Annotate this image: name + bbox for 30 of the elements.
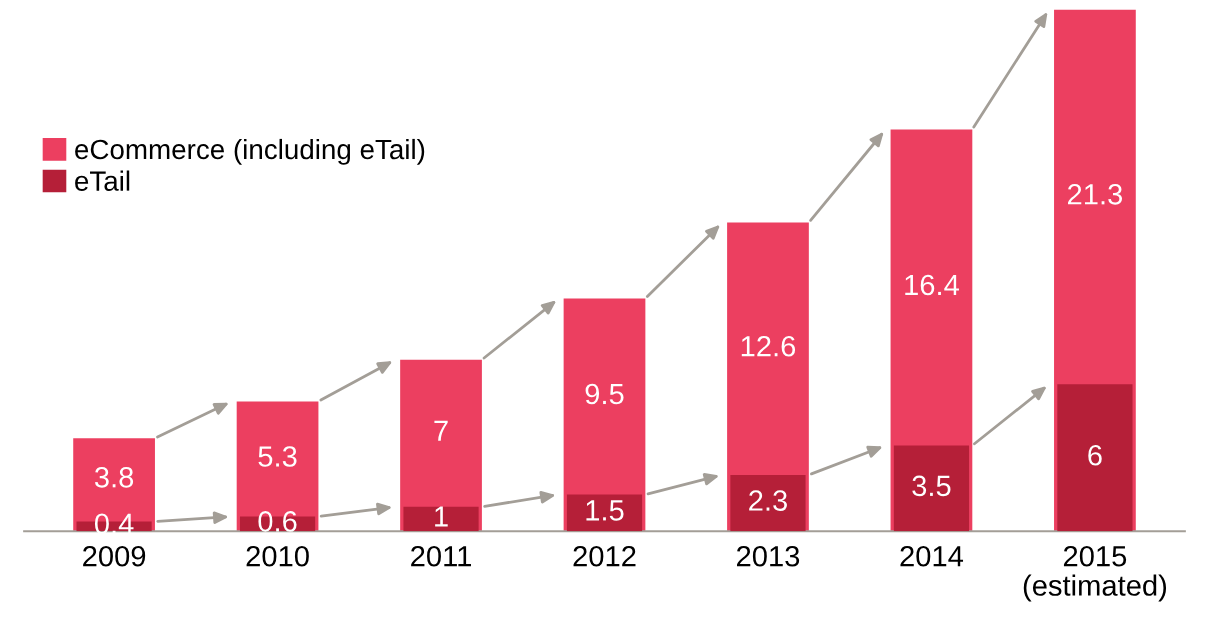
data-label: 2.3 xyxy=(749,490,787,511)
data-label: 7 xyxy=(434,420,448,441)
data-label: 5.3 xyxy=(258,446,297,467)
x-tick-label: 2009 xyxy=(83,545,146,567)
x-tick-label: 2015 (estimated) xyxy=(1023,545,1167,602)
data-label: 9.5 xyxy=(585,383,624,405)
x-tick-label: 2012 xyxy=(573,545,636,567)
data-label: 1 xyxy=(435,506,448,527)
bar xyxy=(1057,384,1133,532)
bar xyxy=(730,474,806,532)
data-label: 1.5 xyxy=(586,500,624,521)
data-label: 16.4 xyxy=(905,274,959,296)
legend-label: eTail xyxy=(75,170,130,191)
data-label: 0.6 xyxy=(258,511,297,532)
data-label: 6 xyxy=(1088,444,1102,466)
data-label: 3.8 xyxy=(94,466,134,488)
x-tick-label: 2014 xyxy=(900,545,964,567)
data-label: 0.4 xyxy=(94,513,134,535)
legend-label: eCommerce (including eTail) xyxy=(75,138,425,165)
bar xyxy=(73,438,155,532)
bar xyxy=(566,494,643,532)
x-tick-label: 2013 xyxy=(737,545,800,567)
bar xyxy=(893,445,970,532)
x-tick-label: 2010 xyxy=(246,545,309,567)
data-label: 21.3 xyxy=(1068,183,1123,205)
bar xyxy=(403,506,479,532)
x-tick-label: 2011 xyxy=(411,545,471,567)
data-label: 3.5 xyxy=(912,475,951,497)
bar xyxy=(236,401,319,532)
data-label: 12.6 xyxy=(741,335,796,357)
